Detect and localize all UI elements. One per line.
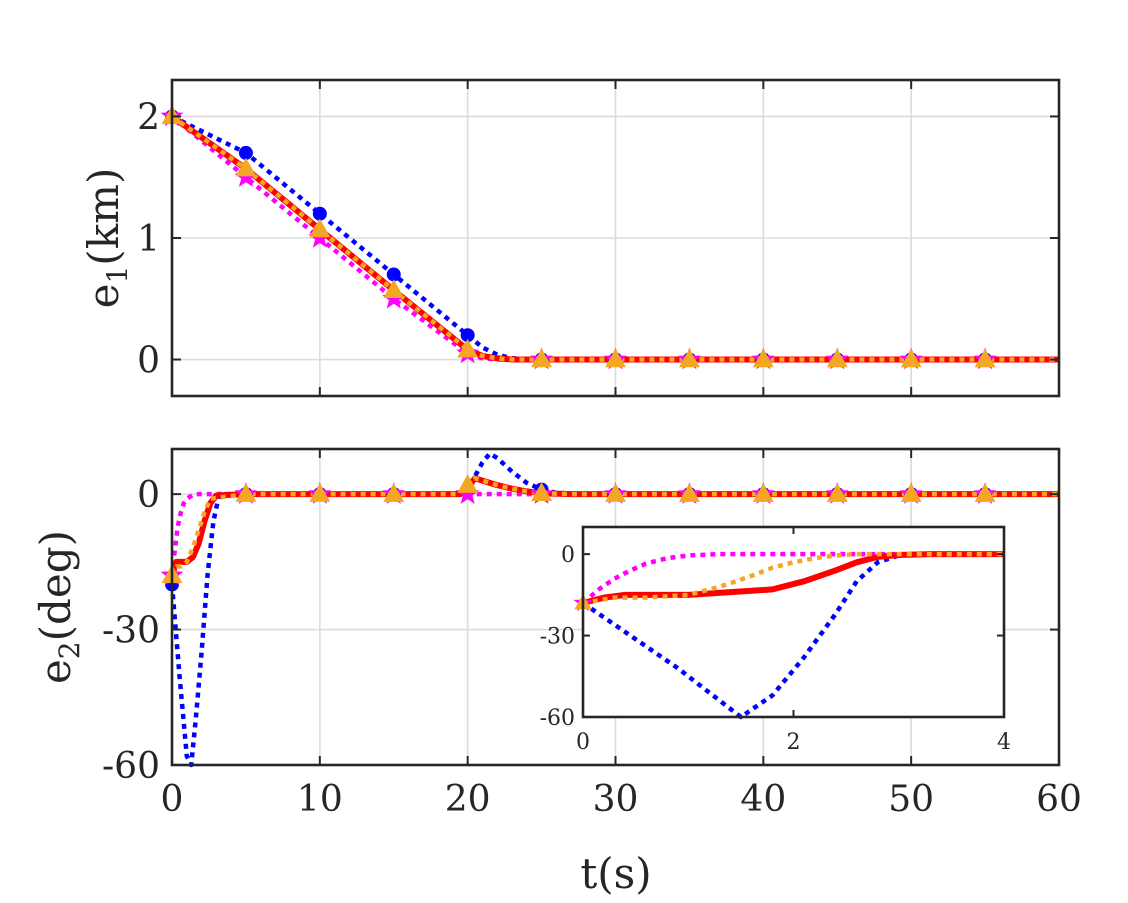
top-series-1-marker [460, 328, 475, 343]
top-series-4-marker [235, 157, 257, 177]
bottom-xtick-label: 60 [1036, 779, 1082, 820]
bottom-ticks: 0 10 20 30 40 50 60-60-300 [102, 449, 1082, 820]
top-series-1-marker [238, 145, 253, 160]
inset-series-2-line [581, 551, 1004, 605]
x-axis-label: t(s) [580, 849, 651, 898]
inset-xtick-label: 0 [576, 730, 590, 755]
bottom-series-4-marker [678, 483, 700, 502]
bottom-xtick-label: 0 [161, 779, 184, 820]
bottom-series-4-marker [457, 474, 479, 493]
bottom-series-4-marker [531, 482, 553, 501]
top-ticks: 0 1 2 [137, 80, 1060, 396]
top-series-4-marker [974, 348, 996, 368]
top-ytick-label: 1 [137, 219, 160, 260]
inset-background [583, 527, 1004, 717]
top-series-4-marker [383, 279, 405, 298]
top-series-4-marker [900, 348, 922, 368]
top-series-4-marker [309, 218, 331, 238]
bottom-series-4-marker [974, 483, 996, 502]
inset-ytick-label: -30 [540, 625, 575, 650]
top-series-4-line [170, 114, 1059, 362]
bottom-series-4-marker [235, 483, 257, 502]
top-ytick-label: 2 [137, 97, 160, 138]
top-markers [160, 104, 997, 370]
top-series-4-marker [826, 348, 848, 368]
inset-ytick-label: 0 [561, 543, 575, 568]
top-series-4-marker [605, 348, 626, 368]
bottom-xtick-label: 30 [593, 779, 639, 820]
bottom-series-4-marker [605, 483, 626, 502]
inset-ticks: 0 2 4 -60 -30 0 [540, 527, 1011, 755]
top-ytick-label: 0 [137, 341, 160, 382]
top-grid [171, 80, 1060, 396]
inset-ytick-label: -60 [540, 706, 575, 731]
bottom-xtick-label: 40 [740, 779, 786, 820]
bottom-series-4-marker [309, 483, 331, 502]
bottom-ytick-label: -30 [102, 611, 160, 652]
bottom-series-1-line [169, 451, 1059, 768]
bottom-series-4-marker [752, 483, 774, 502]
bottom-y-axis-label: e2(deg) [31, 530, 86, 684]
inset-series-4-line [582, 551, 1004, 606]
bottom-ytick-label: -60 [102, 746, 160, 787]
bottom-series-4-marker [826, 483, 848, 502]
bottom-xtick-label: 20 [445, 779, 491, 820]
bottom-xtick-label: 10 [297, 779, 343, 820]
top-series-4-marker [531, 348, 553, 368]
inset-xtick-label: 4 [997, 730, 1011, 755]
bottom-series-4-marker [900, 483, 922, 502]
bottom-series-2-marker [456, 482, 480, 504]
inset-series [581, 551, 1004, 720]
bottom-xtick-label: 50 [888, 779, 934, 820]
bottom-markers [160, 474, 997, 592]
bottom-series-4-marker [383, 483, 405, 502]
top-series-4-marker [752, 348, 774, 368]
bottom-series-4-line [169, 476, 1059, 577]
top-series-4-marker [678, 348, 700, 368]
top-series-1-marker [312, 206, 327, 221]
inset-series-3-line [582, 551, 1004, 606]
top-series-4-marker [457, 338, 479, 358]
top-y-axis-label: e1(km) [79, 168, 134, 309]
inset-xtick-label: 2 [787, 730, 801, 755]
top-series-1-marker [386, 267, 401, 282]
bottom-ytick-label: 0 [137, 475, 160, 516]
